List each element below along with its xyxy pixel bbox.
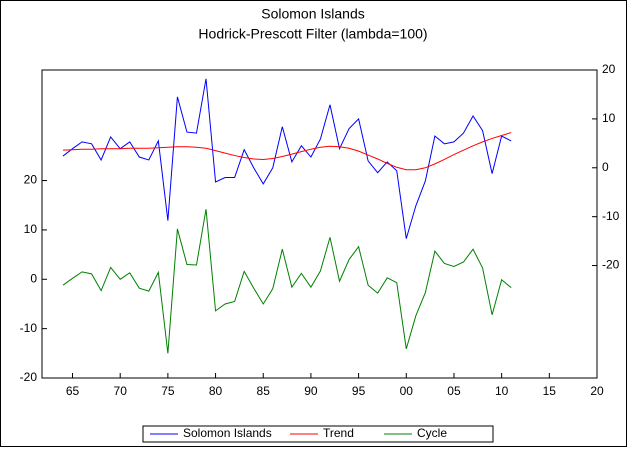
x-tick-label: 65 [66,384,80,398]
x-tick-label: 10 [495,384,509,398]
y2-tick-label: 10 [602,111,616,125]
y2-tick-label: 20 [602,62,616,76]
legend-label: Solomon Islands [183,426,272,440]
y2-tick-label: 0 [602,160,609,174]
legend-label: Trend [323,426,354,440]
y-tick-label: -10 [20,321,38,335]
y-tick-label: 10 [24,222,38,236]
chart-title: Solomon Islands [261,6,365,22]
x-tick-label: 15 [543,384,557,398]
x-tick-label: 85 [257,384,271,398]
x-tick-label: 95 [352,384,366,398]
y2-tick-label: -10 [602,209,620,223]
plot-area [41,69,598,379]
x-tick-label: 90 [304,384,318,398]
y-tick-label: 20 [24,173,38,187]
chart-subtitle: Hodrick-Prescott Filter (lambda=100) [198,26,427,42]
series-line [62,132,512,171]
x-tick-label: 20 [590,384,604,398]
y-tick-label: -20 [20,370,38,384]
y2-tick-label: -20 [602,258,620,272]
x-tick-label: 70 [114,384,128,398]
series-line [62,78,512,239]
y-tick-label: 0 [30,271,37,285]
x-tick-label: 80 [209,384,223,398]
x-tick-label: 00 [400,384,414,398]
series-line [62,209,512,354]
legend-label: Cycle [417,426,447,440]
x-tick-label: 75 [161,384,175,398]
x-tick-label: 05 [447,384,461,398]
